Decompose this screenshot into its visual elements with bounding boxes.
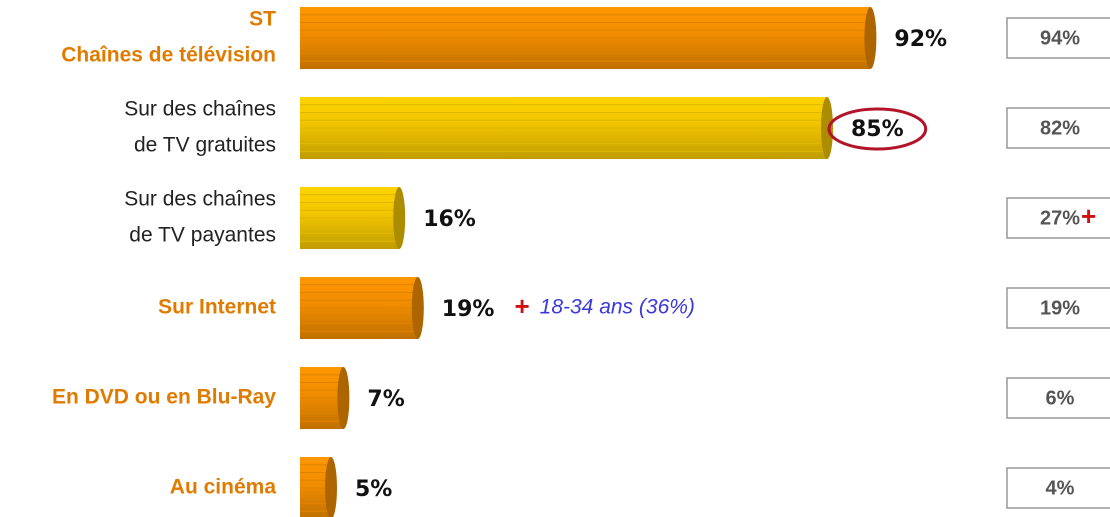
category-label: de TV gratuites	[134, 134, 276, 157]
value-label: 19%	[442, 297, 495, 322]
comparison-label: 82%	[1040, 117, 1080, 139]
category-label: Sur des chaînes	[124, 188, 276, 211]
comparison-label: 4%	[1046, 477, 1075, 499]
value-label: 16%	[423, 207, 476, 232]
comparison-label: 27%	[1040, 207, 1080, 229]
comparison-box	[1006, 197, 1110, 239]
note-text: 18-34 ans (36%)	[540, 296, 695, 319]
bar-end	[821, 97, 833, 159]
value-label: 7%	[367, 387, 404, 412]
highlight-circle	[827, 107, 928, 151]
comparison-label: 19%	[1040, 297, 1080, 319]
comparison-box	[1006, 107, 1110, 149]
comparison-marker: +	[1081, 201, 1096, 231]
comparison-box	[1006, 17, 1110, 59]
comparison-box	[1006, 467, 1110, 509]
comparison-box	[1006, 287, 1110, 329]
bar-end	[393, 187, 406, 249]
value-label: 85%	[851, 117, 904, 142]
category-label: Sur des chaînes	[124, 98, 276, 121]
category-label: de TV payantes	[129, 224, 276, 247]
comparison-label: 94%	[1040, 27, 1080, 49]
category-label: Chaînes de télévision	[61, 44, 276, 67]
category-label: Au cinéma	[170, 476, 277, 499]
value-label: 5%	[355, 477, 392, 502]
value-label: 92%	[894, 27, 947, 52]
comparison-box	[1006, 377, 1110, 419]
note-marker: +	[514, 291, 529, 321]
bar-end	[411, 277, 424, 339]
comparison-label: 6%	[1046, 387, 1075, 409]
bar-end	[337, 367, 350, 429]
category-label: Sur Internet	[158, 296, 276, 319]
bar-end	[325, 457, 337, 517]
bar-end	[864, 7, 877, 69]
category-label: ST	[249, 8, 276, 31]
category-label: En DVD ou en Blu-Ray	[52, 386, 276, 409]
